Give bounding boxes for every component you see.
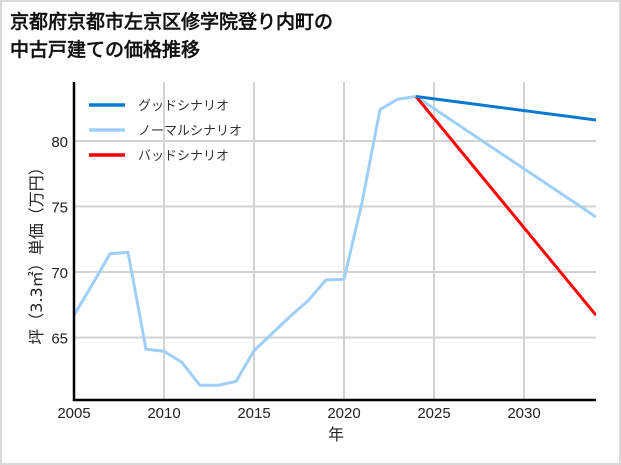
y-tick-label: 75 <box>51 200 68 217</box>
chart-title-line-2: 中古戸建ての価格推移 <box>10 39 201 61</box>
x-axis-label: 年 <box>328 425 344 444</box>
legend-label: ノーマルシナリオ <box>138 124 242 139</box>
x-tick-label: 2010 <box>147 405 180 422</box>
data-series <box>74 95 596 387</box>
chart-title: 京都府京都市左京区修学院登り内町の 中古戸建ての価格推移 <box>10 8 333 64</box>
tick-labels: 2005 2010 2015 2020 2025 2030 65 70 75 80 <box>51 134 540 422</box>
chart-title-line-1: 京都府京都市左京区修学院登り内町の <box>10 11 334 33</box>
axes <box>72 82 596 402</box>
series-line-1 <box>74 95 596 387</box>
x-tick-label: 2020 <box>327 405 360 422</box>
legend-label: バッドシナリオ <box>138 149 229 164</box>
gridlines <box>74 82 596 400</box>
y-tick-label: 80 <box>51 134 68 151</box>
y-tick-label: 65 <box>51 331 68 348</box>
x-tick-label: 2015 <box>237 405 270 422</box>
series-line-0 <box>415 95 596 122</box>
y-tick-label: 70 <box>51 265 68 282</box>
y-axis-label: 坪（3.3㎡）単価（万円） <box>27 159 46 344</box>
legend-label: グッドシナリオ <box>138 99 229 114</box>
x-tick-label: 2005 <box>57 405 90 422</box>
x-tick-label: 2025 <box>417 405 450 422</box>
x-tick-label: 2030 <box>507 405 540 422</box>
series-line-2 <box>414 95 596 317</box>
